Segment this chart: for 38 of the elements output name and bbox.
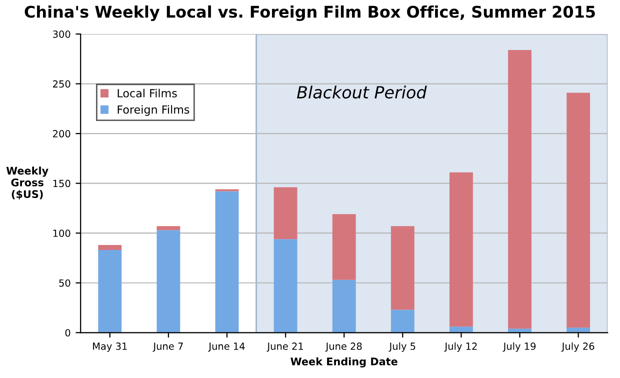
- x-tick-label: June 21: [266, 342, 303, 352]
- bar: [390, 310, 414, 333]
- x-tick-label: July 12: [444, 342, 477, 352]
- x-tick-label: June 28: [325, 342, 362, 352]
- bar: [450, 172, 473, 327]
- x-tick-label: June 7: [152, 342, 183, 352]
- bar: [508, 50, 532, 329]
- y-tick-label: 300: [53, 30, 70, 38]
- bar: [332, 214, 356, 280]
- bar: [156, 226, 180, 230]
- chart-title: China's Weekly Local vs. Foreign Film Box Office, Summer 2015: [24, 5, 595, 22]
- y-tick-label: 150: [53, 180, 70, 188]
- y-tick-label: 0: [65, 329, 70, 336]
- bar: [566, 328, 590, 333]
- legend-label: Local Films: [118, 88, 177, 98]
- legend-label: Foreign Films: [118, 105, 190, 116]
- x-axis-title: Week Ending Date: [290, 357, 398, 368]
- bar: [332, 280, 356, 333]
- bar: [450, 326, 473, 333]
- y-axis-title: Weekly Gross ($US): [6, 166, 48, 200]
- band-label: Blackout Period: [296, 86, 427, 99]
- bar: [274, 187, 298, 240]
- x-tick-label: May 31: [93, 342, 127, 352]
- x-tick-label: July 26: [561, 342, 594, 352]
- x-tick-label: July 19: [502, 342, 536, 352]
- bar: [156, 230, 180, 333]
- y-tick-label: 250: [53, 80, 70, 88]
- x-tick-label: June 14: [208, 342, 245, 352]
- bar: [98, 245, 122, 250]
- y-tick-label: 100: [53, 230, 70, 237]
- bar: [215, 191, 239, 333]
- bar: [98, 250, 122, 333]
- y-tick-label: 50: [59, 279, 70, 287]
- bar: [390, 226, 414, 310]
- x-tick-label: July 5: [388, 342, 416, 352]
- bar: [566, 92, 590, 328]
- bar: [274, 239, 298, 333]
- y-tick-label: 200: [53, 130, 70, 138]
